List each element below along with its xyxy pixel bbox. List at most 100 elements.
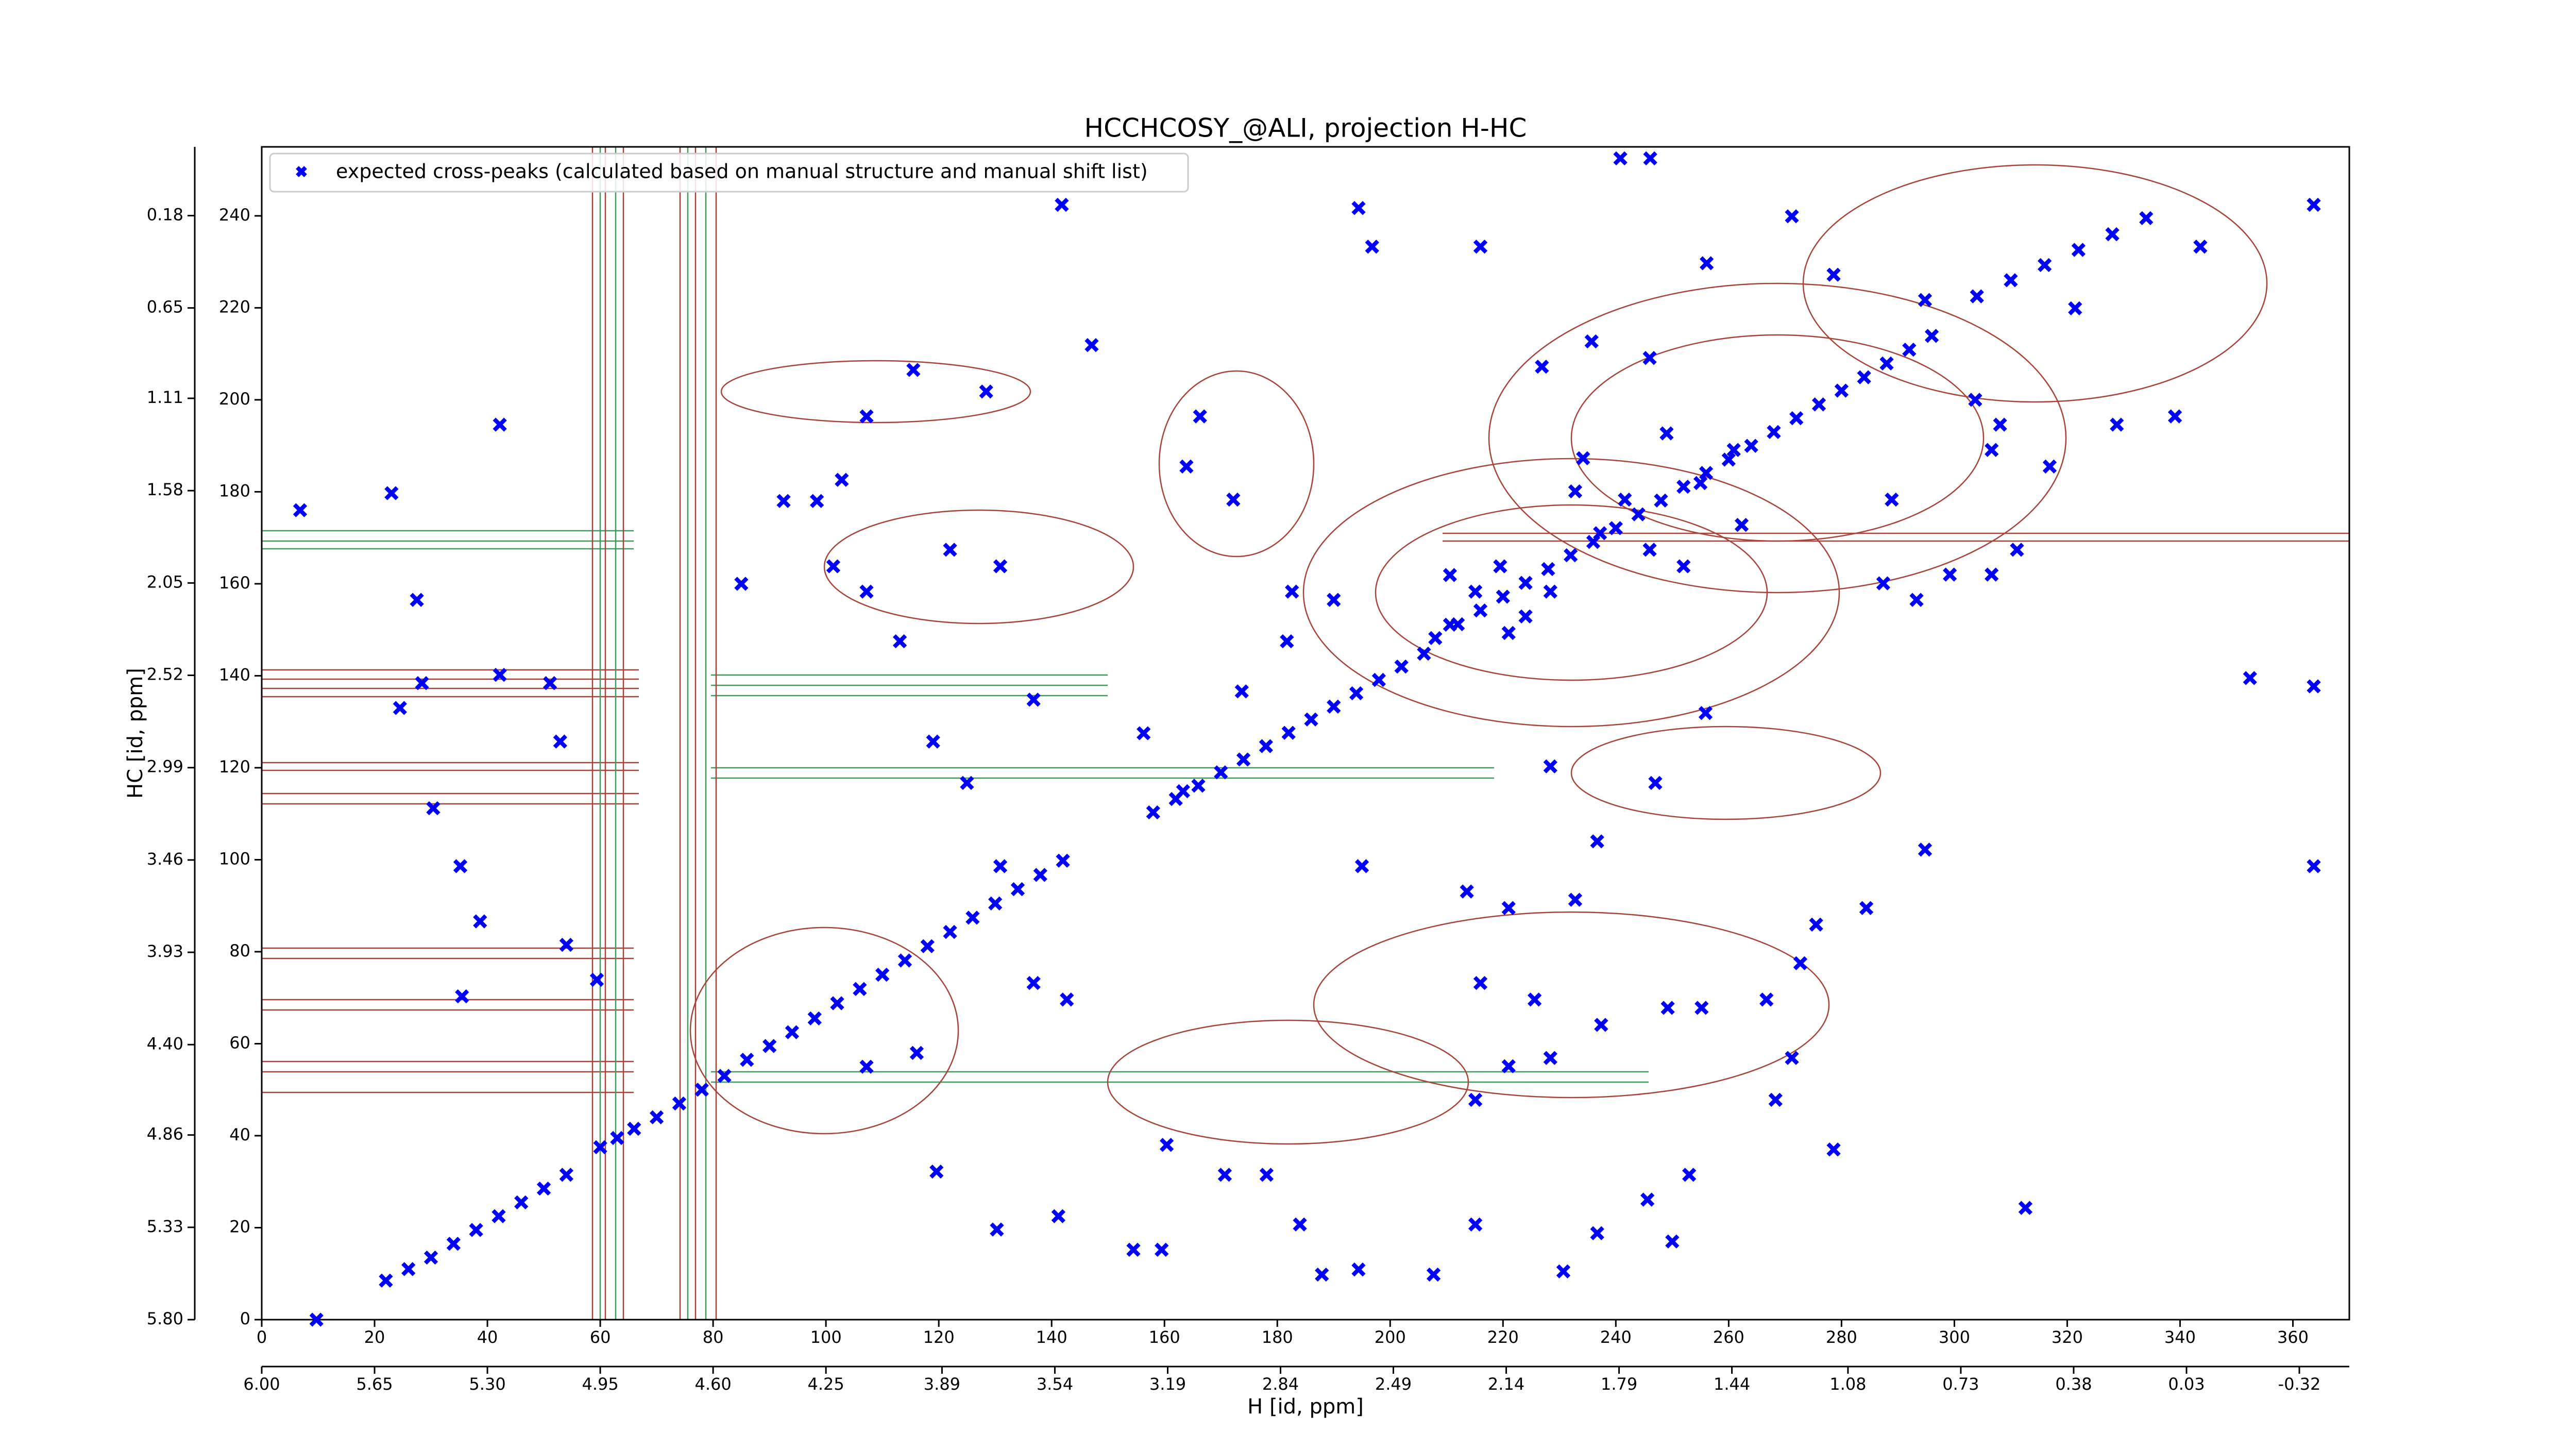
y2-tick-label: 1.58 [147,480,183,499]
x2-tick-label: 1.08 [1829,1374,1866,1394]
cross-peak [1631,507,1646,521]
cross-peak [2307,859,2321,873]
cross-peak [694,1083,709,1097]
cross-peak [1518,609,1533,624]
contour-layer [262,147,2349,1320]
cross-peak [979,384,993,399]
cross-peak [1809,917,1823,932]
cross-peak [1417,646,1431,661]
contour [1158,370,1315,558]
cross-peak [473,914,487,929]
y-tick-label: 0 [240,1309,250,1328]
cross-peak [1137,726,1151,740]
cross-peak [543,676,557,690]
cross-peak [1518,576,1533,590]
cross-peak [1693,476,1708,491]
cross-peak [1811,397,1826,412]
contour [720,360,1031,424]
cross-peak [1543,759,1557,773]
x-tick-label: 80 [703,1327,724,1347]
contour [1570,334,1985,542]
cross-peak [453,859,468,873]
cross-peak [1556,1264,1571,1278]
cross-peak [410,593,424,607]
cross-peak [1785,209,1799,224]
cross-peak [990,1222,1004,1237]
cross-peak [1443,568,1458,582]
cross-peak [393,701,407,715]
x2-tick-label: 3.54 [1037,1374,1073,1394]
cross-peak [740,1053,754,1067]
cross-peak [1654,493,1668,508]
y2-tick-label: 1.11 [147,387,183,407]
cross-peak [1876,576,1891,591]
x-tick-label: 60 [590,1327,611,1347]
x2-tick-label: 5.30 [469,1374,505,1394]
x-tick-label: 280 [1826,1327,1857,1347]
legend-label: expected cross-peaks (calculated based o… [336,160,1148,183]
cross-peak [1593,526,1607,541]
cross-peak [589,972,604,987]
x-tick-label: 100 [810,1327,842,1347]
cross-peak [1501,1059,1516,1073]
cross-peak [1594,1018,1608,1032]
cross-peak [1259,1168,1274,1182]
contour [591,147,624,1320]
cross-peak [993,559,1008,574]
cross-peak [1698,706,1713,720]
x-tick-label: 200 [1375,1327,1406,1347]
x2-tick-label: 2.84 [1262,1374,1299,1394]
x2-tick-label: 4.25 [808,1374,844,1394]
cross-peak [1682,1168,1697,1182]
x-tick-label: 260 [1713,1327,1744,1347]
y-tick-label: 200 [219,389,250,409]
cross-peak [1055,197,1069,212]
contour [1570,726,1882,820]
y2-tick-label: 2.52 [147,665,183,684]
x-tick-label: 120 [923,1327,955,1347]
cross-peak [1568,892,1583,907]
legend-box [269,153,1189,193]
cross-peak [492,1209,506,1223]
cross-peak [1541,562,1555,577]
contour [687,147,707,1320]
x2-tick-label: 1.79 [1601,1374,1637,1394]
cross-peak [1327,593,1341,607]
contour [1313,911,1830,1099]
cross-peak [1443,617,1458,632]
cross-peak [875,967,890,982]
x-tick-label: 40 [477,1327,498,1347]
cross-peak [809,494,824,508]
cross-peak [2018,1201,2033,1215]
contour [711,1071,1649,1083]
cross-peak [785,1025,800,1039]
y2-tick-label: 2.99 [147,757,183,777]
cross-peak [1694,1001,1709,1015]
cross-peak [1281,726,1296,740]
cross-peak [2004,273,2018,288]
cross-peak [514,1195,529,1210]
cross-peak [1665,1234,1680,1249]
cross-peak [1214,765,1228,780]
cross-peak [1234,684,1249,699]
cross-peak [2105,227,2120,242]
cross-peak [455,989,469,1004]
y-tick-label: 240 [219,205,250,225]
cross-peak [1643,151,1657,165]
cross-peak [2243,671,2257,685]
cross-peak [1676,559,1691,574]
x2-tick-label: 5.65 [356,1374,393,1394]
chart-title: HCCHCOSY_@ALI, projection H-HC [1084,113,1527,143]
cross-peak [1590,1226,1604,1240]
cross-peak [1193,409,1207,424]
cross-peak [988,896,1003,911]
cross-peak [1056,853,1070,868]
y2-tick-label: 0.18 [147,205,183,224]
cross-peak [1640,1192,1655,1207]
contour [1488,282,2067,594]
contour [823,509,1134,625]
x2-tick-label: 4.95 [582,1374,618,1394]
cross-peak [1699,466,1714,480]
cross-peak [379,1273,393,1288]
